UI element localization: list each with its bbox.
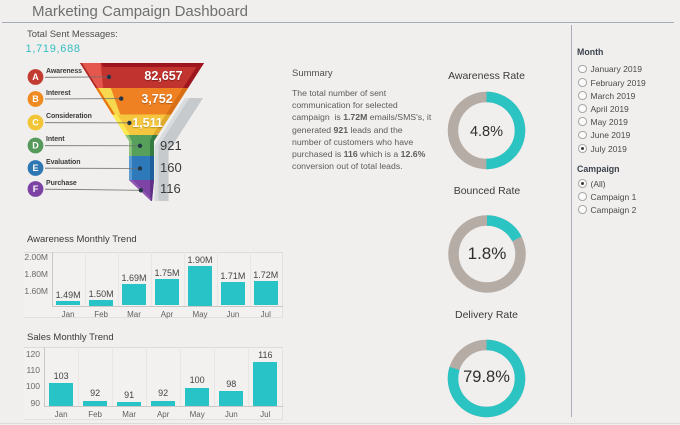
svg-text:C: C [32, 118, 39, 128]
svg-text:F: F [33, 184, 39, 194]
svg-text:A: A [32, 72, 39, 82]
svg-text:D: D [32, 141, 39, 151]
svg-text:B: B [32, 94, 39, 104]
svg-text:E: E [32, 163, 38, 173]
